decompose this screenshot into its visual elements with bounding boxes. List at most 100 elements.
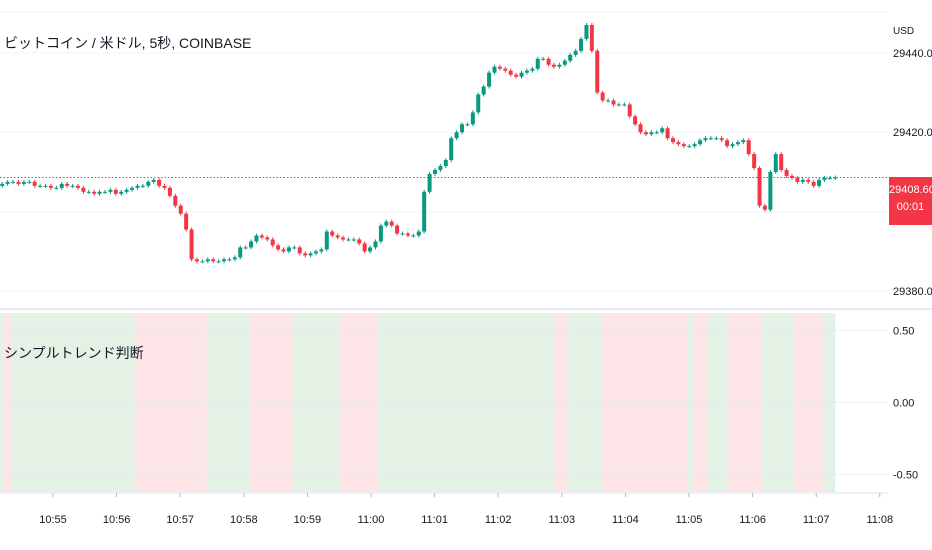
candle (725, 140, 730, 147)
candle (38, 185, 43, 187)
candle (530, 68, 535, 71)
candle (27, 181, 32, 183)
indicator-tick-label: 0.00 (893, 398, 914, 410)
candle (276, 245, 281, 250)
candle (227, 259, 232, 261)
candle (660, 128, 665, 133)
candle (75, 185, 80, 188)
candle (633, 116, 638, 125)
candle (140, 185, 145, 187)
candle (232, 257, 237, 260)
candle (698, 140, 703, 145)
indicator-title: シンプルトレンド判断 (4, 345, 144, 361)
candle (541, 58, 546, 60)
currency-label: USD (893, 26, 914, 37)
time-tick-label: 11:07 (803, 514, 830, 526)
last-price-value: 29408.60 (889, 184, 932, 196)
candle (703, 138, 708, 141)
candle (584, 25, 589, 39)
candle (119, 191, 124, 194)
candle (259, 235, 264, 238)
candle (384, 221, 389, 226)
candle (800, 179, 805, 182)
candle (524, 70, 529, 73)
time-tick-label: 10:59 (294, 514, 322, 526)
candle (454, 132, 459, 139)
candle (568, 54, 573, 61)
candle (211, 259, 216, 262)
time-tick-label: 11:00 (358, 514, 385, 526)
candle (357, 239, 362, 244)
candle (589, 25, 594, 51)
candle (324, 231, 329, 250)
candle (124, 189, 129, 192)
candle (460, 124, 465, 133)
candle (151, 179, 156, 182)
time-tick-label: 11:08 (866, 514, 893, 526)
time-tick-label: 11:05 (676, 514, 703, 526)
time-tick-label: 11:03 (548, 514, 575, 526)
candle (16, 181, 21, 184)
price-tick-label: 29420.00 (893, 127, 932, 139)
candle (103, 191, 108, 193)
candle (638, 124, 643, 133)
candle (341, 237, 346, 240)
candle (833, 177, 838, 179)
candle (200, 261, 205, 263)
candle (665, 128, 670, 139)
candle (70, 185, 75, 187)
candle (286, 247, 291, 252)
candle (762, 205, 767, 210)
candle (405, 233, 410, 236)
candle (438, 166, 443, 170)
candle (822, 177, 827, 180)
candle (178, 205, 183, 214)
candle (351, 239, 356, 241)
candle (389, 221, 394, 226)
candle (643, 132, 648, 135)
candle (676, 142, 681, 145)
candle (146, 181, 151, 186)
candle (817, 179, 822, 186)
candle (622, 104, 627, 106)
candle (757, 167, 762, 206)
candle (746, 140, 751, 155)
candle (346, 239, 351, 241)
candle (784, 169, 789, 176)
chart-title: ビットコイン / 米ドル, 5秒, COINBASE (4, 35, 252, 51)
candle (222, 259, 227, 262)
candle (108, 189, 113, 192)
candle (11, 181, 16, 183)
candle (54, 187, 59, 189)
time-tick-label: 11:01 (421, 514, 448, 526)
candle (519, 72, 524, 77)
candle (476, 94, 481, 113)
candle (189, 229, 194, 260)
candle (503, 68, 508, 71)
candle (194, 259, 199, 262)
indicator-tick-label: -0.50 (893, 470, 918, 482)
candle (254, 235, 259, 242)
candle (508, 70, 513, 75)
candle (557, 64, 562, 67)
candle (400, 233, 405, 235)
candle (281, 249, 286, 252)
candle (65, 183, 70, 186)
candle (627, 104, 632, 117)
candle (779, 154, 784, 170)
candle (368, 247, 373, 252)
candle (714, 138, 719, 140)
candle (579, 38, 584, 51)
candle (687, 146, 692, 148)
candle (649, 132, 654, 135)
candle (59, 183, 64, 188)
candle (427, 173, 432, 192)
candle (167, 187, 172, 196)
candle (43, 185, 48, 187)
candle (243, 247, 248, 249)
time-tick-label: 10:57 (166, 514, 194, 526)
candle (497, 66, 502, 69)
price-tick-label: 29440.00 (893, 48, 932, 60)
candle (86, 191, 91, 193)
candle (573, 50, 578, 55)
